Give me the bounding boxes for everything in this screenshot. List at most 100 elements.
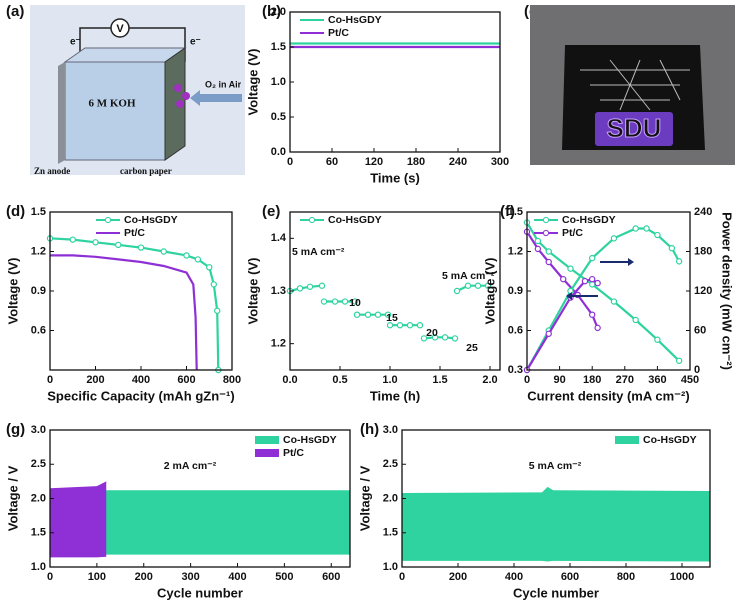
y-tick-label: 0.9 [508, 285, 523, 297]
y-axis-label: Voltage (V) [5, 258, 20, 325]
chart: (d) 0 200 400 600 800 0.6 0.9 1.2 1.5 Specific Cap… [5, 203, 241, 403]
annotation: 5 mA cm⁻² [442, 270, 495, 282]
y-tick-label: 1.3 [271, 285, 286, 297]
y-tick-label: 2.0 [31, 492, 46, 504]
x-axis-label: Cycle number [157, 585, 243, 600]
y-tick-label: 1.5 [383, 527, 398, 539]
carbon-paper [164, 47, 186, 161]
legend-label: Co-HsGDY [328, 14, 382, 26]
legend-label: Co-HsGDY [562, 214, 616, 226]
y-tick-label: 3.0 [31, 424, 46, 436]
annotation: 10 [349, 297, 361, 309]
y-tick-label: 1.2 [271, 338, 286, 350]
marker [632, 225, 639, 232]
legend-label: Co-HsGDY [328, 214, 382, 226]
marker [668, 245, 676, 252]
marker [331, 298, 339, 305]
panel-label: (b) [262, 3, 281, 20]
x-tick-label: 0.0 [282, 374, 297, 386]
y-tick-label: 1.5 [31, 527, 46, 539]
arrow-head [628, 258, 634, 266]
marker [453, 287, 461, 295]
marker [296, 285, 304, 292]
x-tick-label: 0 [399, 571, 405, 583]
marker [183, 252, 190, 259]
y-tick-label: 2.0 [271, 6, 286, 18]
y-axis-label: Voltage (V) [245, 258, 260, 325]
annotation: 15 [386, 312, 398, 324]
plot-area [46, 235, 222, 374]
marker [643, 225, 650, 232]
y-tick-label: 0.6 [508, 324, 523, 336]
x-tick-label: 450 [681, 374, 699, 386]
legend-label: Co-HsGDY [283, 434, 337, 446]
photo: (c) SDU [524, 3, 735, 165]
y-tick-label: 1.5 [508, 206, 523, 218]
marker [420, 335, 428, 342]
y2-tick-label: 60 [694, 324, 706, 336]
marker [306, 283, 314, 290]
x-tick-label: 180 [407, 156, 425, 168]
marker [320, 298, 328, 305]
electron-label: e⁻ [190, 37, 201, 48]
schematic: (a) V e⁻ e⁻ 6 M KOH O₂ in Air Zn anode c… [6, 3, 245, 176]
x-axis-label: Specific Capacity (mAh gZn⁻¹) [47, 388, 234, 403]
legend-label: Pt/C [124, 227, 145, 239]
marker [386, 322, 394, 329]
marker [534, 245, 542, 253]
legend-label: Pt/C [328, 27, 349, 39]
zn-anode [58, 62, 65, 164]
marker [545, 258, 552, 266]
cycling-band [50, 490, 350, 555]
plot-area [523, 219, 683, 374]
legend-label: Pt/C [562, 227, 583, 239]
marker [675, 258, 683, 265]
marker [589, 275, 596, 283]
x-tick-label: 90 [553, 374, 565, 386]
x-tick-label: 400 [228, 571, 246, 583]
y-tick-label: 0.6 [31, 324, 46, 336]
y2-axis-label: Power density (mW cm⁻²) [720, 212, 735, 370]
legend-swatch [615, 436, 639, 444]
y2-tick-label: 120 [694, 285, 712, 297]
marker [594, 279, 601, 287]
marker [384, 311, 392, 318]
x-tick-label: 2.0 [482, 374, 497, 386]
marker [610, 298, 618, 305]
marker [92, 239, 99, 246]
marker [364, 311, 372, 318]
marker [341, 298, 349, 305]
x-tick-label: 1000 [670, 571, 694, 583]
x-tick-label: 600 [322, 571, 340, 583]
o2-bubble [174, 84, 182, 92]
marker [210, 281, 217, 288]
panel-label: (d) [6, 203, 25, 220]
y2-tick-label: 180 [694, 245, 712, 257]
x-tick-label: 0 [524, 374, 530, 386]
plot-area [50, 481, 350, 558]
y-tick-label: 1.2 [31, 245, 46, 257]
x-tick-label: 0.5 [332, 374, 347, 386]
x-tick-label: 300 [491, 156, 509, 168]
marker [589, 254, 596, 262]
annotation: 20 [426, 327, 438, 339]
y-axis-label: Voltage / V [357, 465, 372, 531]
led-text: SDU [607, 113, 662, 143]
chart: (g) 0 100 200 300 400 500 600 1.0 1.5 2.0 2.5 3.0 Cyc… [5, 421, 351, 600]
marker [318, 282, 326, 289]
y-tick-label: 2.5 [383, 458, 398, 470]
marker [69, 236, 76, 243]
marker [581, 277, 589, 285]
series-line [49, 237, 220, 371]
marker [654, 336, 661, 343]
chart: (h) 0 200 400 600 800 1000 1.0 1.5 2.0 2.5 3.0 Cycle… [357, 421, 711, 600]
y-tick-label: 1.4 [271, 232, 287, 244]
legend-label: Pt/C [283, 447, 304, 459]
series-line [289, 284, 488, 340]
x-axis-label: Current density (mA cm⁻²) [527, 388, 689, 403]
x-tick-label: 500 [275, 571, 293, 583]
x-tick-label: 300 [181, 571, 199, 583]
marker [396, 322, 404, 329]
marker [567, 287, 574, 295]
y-tick-label: 0.9 [31, 285, 46, 297]
